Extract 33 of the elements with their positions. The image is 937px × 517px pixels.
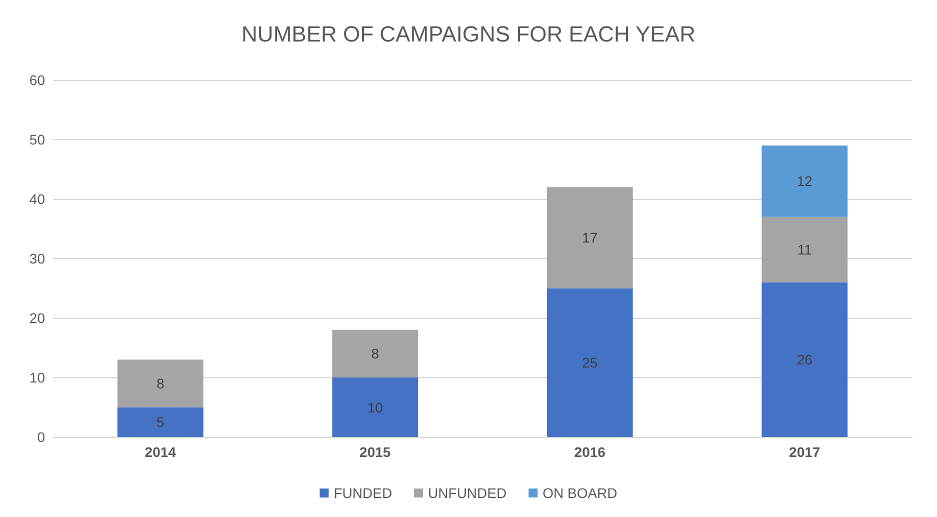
x-tick-label: 2017 xyxy=(789,444,820,460)
legend-label: FUNDED xyxy=(334,485,392,501)
bar xyxy=(117,407,204,437)
data-label: 5 xyxy=(156,414,164,430)
bar xyxy=(762,282,848,437)
bar xyxy=(332,330,418,378)
data-label: 25 xyxy=(582,354,598,371)
x-tick-label: 2015 xyxy=(360,444,391,460)
data-label: 26 xyxy=(796,352,813,368)
y-tick-label: 50 xyxy=(29,132,46,148)
data-label: 11 xyxy=(797,242,812,258)
bar xyxy=(762,216,848,282)
bar xyxy=(762,145,848,217)
bar xyxy=(546,288,633,437)
bar xyxy=(332,378,418,437)
data-label: 17 xyxy=(582,230,598,246)
y-tick-label: 40 xyxy=(29,191,46,207)
x-tick-label: 2016 xyxy=(574,444,606,460)
legend-label: ON BOARD xyxy=(542,485,618,501)
bar xyxy=(117,360,204,408)
x-tick-label: 2014 xyxy=(144,444,176,460)
data-label: 8 xyxy=(156,375,164,392)
data-label: 10 xyxy=(367,399,384,416)
bar xyxy=(546,187,633,288)
data-label: 12 xyxy=(796,173,813,190)
legend-label: UNFUNDED xyxy=(428,485,507,501)
y-tick-label: 0 xyxy=(37,429,46,445)
y-tick-label: 20 xyxy=(29,310,46,326)
y-tick-label: 30 xyxy=(29,250,46,266)
y-tick-label: 10 xyxy=(29,370,46,386)
y-tick-label: 60 xyxy=(29,72,46,88)
data-label: 8 xyxy=(371,346,380,362)
chart-title: NUMBER OF CAMPAIGNS FOR EACH YEAR xyxy=(242,22,696,46)
